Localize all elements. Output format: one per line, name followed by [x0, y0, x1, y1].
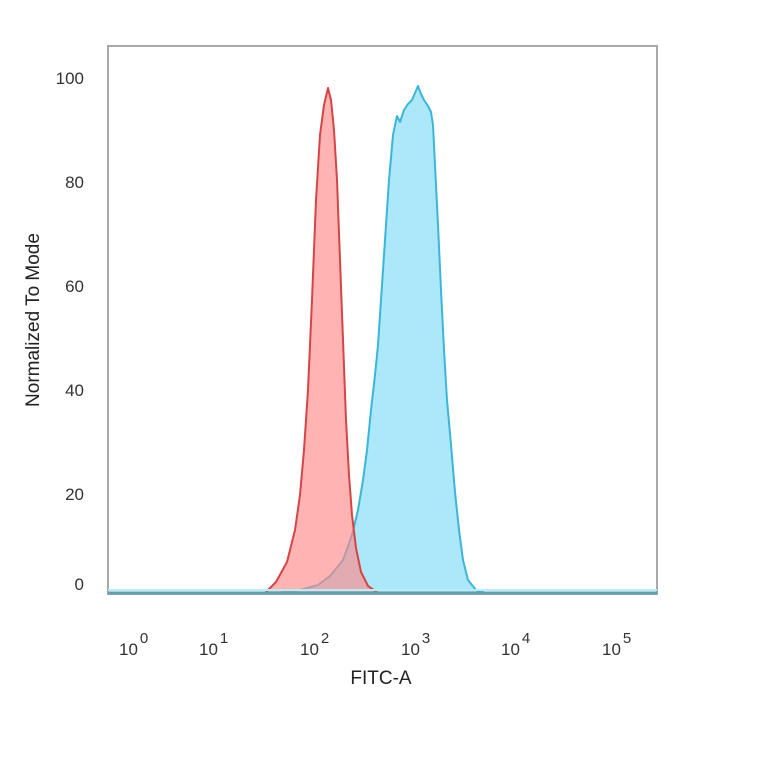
y-tick-80: 80 — [65, 173, 84, 192]
x-tick-10e3: 103 — [401, 630, 430, 660]
x-tick-base: 10 — [300, 640, 319, 659]
x-tick-base: 10 — [401, 640, 420, 659]
x-tick-10e1: 101 — [199, 630, 228, 660]
y-tick-40: 40 — [65, 381, 84, 400]
x-tick-base: 10 — [501, 640, 520, 659]
x-tick-10e5: 105 — [602, 630, 631, 660]
x-tick-exponent: 2 — [320, 630, 330, 647]
series-stained-area — [274, 85, 487, 594]
x-tick-exponent: 4 — [521, 630, 531, 647]
x-tick-base: 10 — [199, 640, 218, 659]
y-tick-100: 100 — [55, 69, 84, 88]
y-tick-20: 20 — [65, 485, 84, 504]
x-tick-exponent: 3 — [421, 630, 431, 647]
x-tick-exponent: 0 — [139, 630, 149, 647]
x-tick-10e0: 100 — [119, 630, 148, 660]
x-tick-base: 10 — [602, 640, 621, 659]
y-axis-title: Normalized To Mode — [23, 233, 44, 407]
x-tick-exponent: 5 — [622, 630, 632, 647]
x-tick-10e4: 104 — [501, 630, 530, 660]
x-axis-title: FITC-A — [350, 668, 412, 689]
y-tick-60: 60 — [65, 277, 84, 296]
x-tick-exponent: 1 — [219, 630, 229, 647]
x-tick-10e2: 102 — [300, 630, 329, 660]
series-isotype-area — [264, 87, 379, 594]
y-tick-0: 0 — [74, 575, 84, 594]
x-tick-base: 10 — [119, 640, 138, 659]
